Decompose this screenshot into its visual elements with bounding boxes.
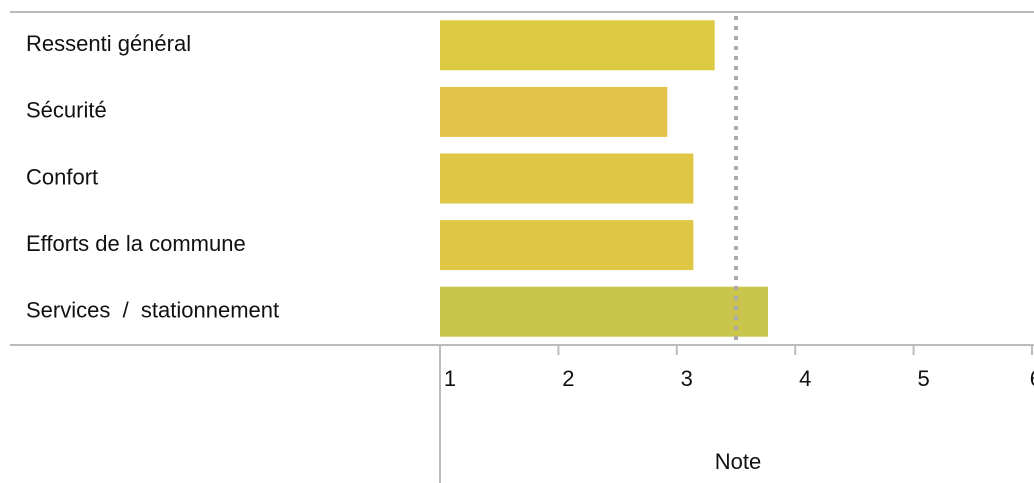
category-label: Ressenti général (26, 31, 191, 56)
x-tick-label: 1 (444, 366, 456, 391)
category-label: Confort (26, 164, 98, 189)
category-label: Sécurité (26, 98, 107, 123)
x-tick-label: 2 (562, 366, 574, 391)
bar (440, 286, 768, 337)
category-label: Services / stationnement (26, 298, 279, 323)
bar (440, 220, 694, 271)
bar (440, 20, 715, 71)
bar (440, 86, 668, 137)
x-axis-title: Note (715, 449, 761, 474)
x-tick-label: 6 (1030, 366, 1034, 391)
category-label: Efforts de la commune (26, 231, 246, 256)
bar (440, 153, 694, 204)
x-tick-label: 3 (681, 366, 693, 391)
x-tick-label: 5 (917, 366, 929, 391)
x-tick-label: 4 (799, 366, 811, 391)
